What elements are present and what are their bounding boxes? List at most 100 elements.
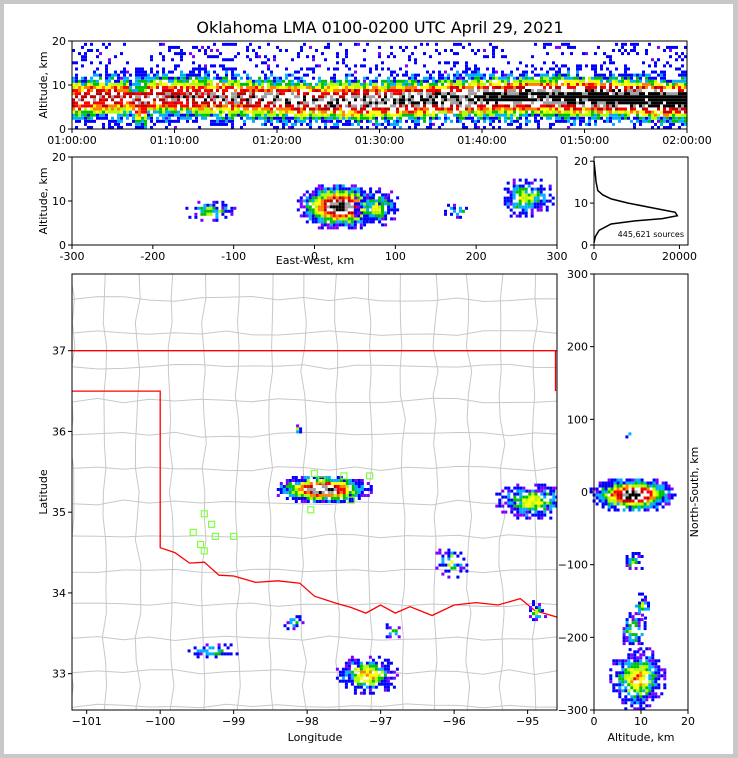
histogram-background bbox=[594, 157, 688, 245]
station-marker bbox=[307, 506, 315, 514]
ns-mid-blob bbox=[622, 612, 647, 652]
time-height-ytick-label: 10 bbox=[52, 79, 66, 92]
county-line bbox=[498, 274, 506, 710]
map-se-blob bbox=[435, 548, 469, 579]
county-line bbox=[72, 635, 557, 642]
ns-tick-label: −100 bbox=[558, 559, 588, 572]
time-height-ytick-label: 20 bbox=[52, 35, 66, 48]
lat-tick-label: 35 bbox=[52, 506, 66, 519]
ns-tick-label: −300 bbox=[558, 704, 588, 717]
ew-ytick-label: 0 bbox=[59, 239, 66, 252]
hist-ytick-label: 10 bbox=[574, 197, 588, 210]
ew-altitude-ticks: -300 -200 -100 0 100 200 300 0 10 20 bbox=[52, 151, 568, 263]
lma-stations bbox=[189, 469, 374, 555]
ns-south-blob bbox=[609, 647, 667, 711]
plan-view-xlabel: Longitude bbox=[288, 731, 343, 744]
oklahoma-border bbox=[72, 350, 557, 618]
station-marker bbox=[230, 532, 238, 541]
map-far-se-blob bbox=[529, 600, 547, 622]
county-line bbox=[399, 274, 406, 710]
plan-view-frame bbox=[71, 273, 558, 711]
station-marker bbox=[208, 520, 216, 528]
lon-tick-label: −100 bbox=[145, 715, 175, 728]
lat-tick-label: 34 bbox=[52, 587, 66, 600]
ew-xtick-label: 300 bbox=[547, 250, 568, 263]
altitude-histogram-panel: 0 20000 0 10 20 445,621 sources bbox=[574, 155, 697, 263]
time-height-ticks: 01:00:00 01:10:00 01:20:00 01:30:00 01:40:00… bbox=[47, 35, 711, 147]
ew-xtick-label: 200 bbox=[466, 250, 487, 263]
plan-view-density bbox=[187, 424, 557, 695]
ew-xtick-label: -100 bbox=[221, 250, 246, 263]
altitude-ns-density bbox=[589, 432, 677, 711]
lon-tick-label: −101 bbox=[72, 715, 102, 728]
north-south-label: North-South, km bbox=[688, 447, 701, 538]
plan-view-ylabel: Latitude bbox=[37, 469, 50, 515]
lon-tick-label: −98 bbox=[296, 715, 319, 728]
ew-far-east-blob bbox=[444, 203, 468, 219]
ew-west-blob bbox=[185, 200, 237, 222]
time-tick-label: 01:20:00 bbox=[252, 134, 301, 147]
county-line bbox=[200, 274, 207, 710]
lon-tick-label: −95 bbox=[516, 715, 539, 728]
station-marker bbox=[197, 540, 205, 549]
county-line bbox=[72, 330, 557, 336]
plan-view-panel: −101 −100 −99 −98 −97 −96 −95 33 34 35 36 37 Latitu… bbox=[37, 273, 558, 744]
lon-tick-label: −97 bbox=[369, 715, 392, 728]
lon-tick-label: −99 bbox=[222, 715, 245, 728]
county-line bbox=[72, 602, 557, 607]
lat-tick-label: 36 bbox=[52, 425, 66, 438]
time-tick-label: 02:00:00 bbox=[662, 134, 711, 147]
ns-small-blob bbox=[635, 592, 650, 620]
ns-tick-label: −200 bbox=[558, 631, 588, 644]
county-line bbox=[72, 431, 557, 438]
ew-altitude-panel: -300 -200 -100 0 100 200 300 0 10 20 Altitude, km… bbox=[37, 151, 568, 267]
ew-ytick-label: 10 bbox=[52, 195, 66, 208]
ew-xtick-label: -200 bbox=[140, 250, 165, 263]
altitude-ns-panel: 0 10 20 −300 −200 −100 0 100 200 300 Altitude, km… bbox=[558, 268, 701, 744]
county-line bbox=[134, 274, 142, 710]
ew-edge-blob bbox=[503, 178, 555, 218]
histogram-line bbox=[593, 161, 679, 244]
altitude-ns-xlabel: Altitude, km bbox=[607, 731, 674, 744]
station-marker bbox=[211, 532, 219, 541]
ew-xtick-label: 100 bbox=[385, 250, 406, 263]
county-line bbox=[72, 669, 557, 676]
time-tick-label: 01:40:00 bbox=[457, 134, 506, 147]
figure-canvas: Oklahoma LMA 0100-0200 UTC April 29, 202… bbox=[37, 18, 712, 744]
county-lines bbox=[72, 274, 557, 710]
time-tick-label: 01:10:00 bbox=[150, 134, 199, 147]
station-marker bbox=[200, 547, 208, 555]
county-line bbox=[72, 397, 557, 404]
altitude-ns-ticks: 0 10 20 −300 −200 −100 0 100 200 300 bbox=[558, 268, 695, 728]
county-line bbox=[72, 499, 557, 506]
ew-altitude-ylabel: Altitude, km bbox=[37, 167, 50, 234]
station-marker bbox=[347, 496, 355, 504]
ns-tick-label: 100 bbox=[567, 413, 588, 426]
county-line bbox=[465, 274, 473, 710]
map-small-blob bbox=[385, 623, 401, 639]
time-tick-label: 01:30:00 bbox=[355, 134, 404, 147]
ew-altitude-xlabel: East-West, km bbox=[276, 254, 354, 267]
ew-xtick-label: 0 bbox=[311, 250, 318, 263]
map-north-blob bbox=[296, 424, 303, 434]
lon-tick-label: −96 bbox=[443, 715, 466, 728]
map-core-blob bbox=[276, 476, 373, 503]
hist-xtick-label: 0 bbox=[591, 250, 598, 263]
county-line bbox=[267, 274, 274, 710]
map-south-small-blob bbox=[283, 615, 305, 631]
station-marker bbox=[366, 472, 374, 480]
county-line bbox=[167, 274, 175, 710]
hist-xtick-label: 20000 bbox=[662, 250, 697, 263]
histogram-frame bbox=[593, 156, 689, 246]
map-sw-blob bbox=[187, 643, 239, 659]
time-height-panel: 01:00:00 01:10:00 01:20:00 01:30:00 01:40:00… bbox=[37, 35, 712, 147]
map-south-blob bbox=[335, 655, 399, 695]
alt-xtick-label: 0 bbox=[591, 715, 598, 728]
county-line bbox=[72, 363, 557, 370]
ns-tick-label: 0 bbox=[581, 486, 588, 499]
station-marker bbox=[310, 469, 319, 477]
time-height-density bbox=[72, 42, 687, 129]
ns-north-blob bbox=[625, 432, 632, 439]
time-tick-label: 01:50:00 bbox=[560, 134, 609, 147]
map-east-blob bbox=[495, 483, 557, 520]
